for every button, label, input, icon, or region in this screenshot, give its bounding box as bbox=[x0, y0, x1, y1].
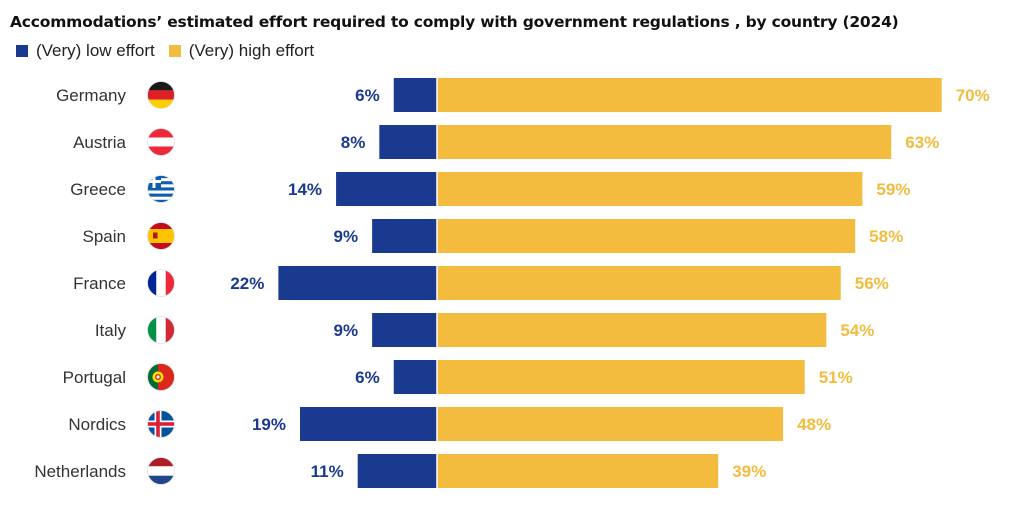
legend: (Very) low effort (Very) high effort bbox=[16, 40, 328, 62]
bar-high-france bbox=[437, 266, 841, 300]
bar-high-spain bbox=[437, 219, 856, 253]
value-label-high-spain: 58% bbox=[869, 227, 903, 246]
germany-flag-icon bbox=[147, 81, 175, 109]
bar-low-france bbox=[278, 266, 437, 300]
bar-low-austria bbox=[379, 125, 437, 159]
value-label-low-nordics: 19% bbox=[252, 415, 286, 434]
bar-low-greece bbox=[336, 172, 437, 206]
bar-low-nordics bbox=[300, 407, 437, 441]
italy-flag-icon bbox=[147, 316, 175, 344]
bar-low-portugal bbox=[393, 360, 437, 394]
category-label-greece: Greece bbox=[70, 180, 126, 199]
portugal-flag-icon bbox=[147, 363, 175, 391]
france-flag-icon bbox=[147, 269, 175, 297]
bar-low-spain bbox=[372, 219, 437, 253]
value-label-low-italy: 9% bbox=[334, 321, 359, 340]
category-label-italy: Italy bbox=[95, 321, 127, 340]
austria-flag-icon bbox=[147, 128, 175, 156]
bar-high-austria bbox=[437, 125, 892, 159]
value-label-high-france: 56% bbox=[855, 274, 889, 293]
value-label-low-netherlands: 11% bbox=[311, 462, 344, 481]
value-label-low-austria: 8% bbox=[341, 133, 366, 152]
category-label-germany: Germany bbox=[56, 86, 126, 105]
bar-high-nordics bbox=[437, 407, 784, 441]
category-label-france: France bbox=[73, 274, 126, 293]
bar-high-netherlands bbox=[437, 454, 719, 488]
bar-high-portugal bbox=[437, 360, 805, 394]
legend-item-high: (Very) high effort bbox=[168, 41, 315, 61]
value-label-low-france: 22% bbox=[230, 274, 264, 293]
legend-swatch-low bbox=[16, 45, 28, 57]
bar-low-netherlands bbox=[357, 454, 437, 488]
legend-swatch-high bbox=[168, 45, 181, 57]
spain-flag-icon bbox=[147, 222, 175, 250]
chart-title: Accommodations’ estimated effort require… bbox=[10, 13, 899, 31]
bar-high-italy bbox=[437, 313, 827, 347]
greece-flag-icon bbox=[147, 175, 175, 203]
category-label-netherlands: Netherlands bbox=[34, 462, 126, 481]
value-label-high-italy: 54% bbox=[840, 321, 874, 340]
value-label-low-spain: 9% bbox=[334, 227, 359, 246]
bar-low-germany bbox=[393, 78, 437, 112]
value-label-high-germany: 70% bbox=[956, 86, 990, 105]
value-label-high-greece: 59% bbox=[876, 180, 910, 199]
bar-high-germany bbox=[437, 78, 942, 112]
value-label-high-nordics: 48% bbox=[797, 415, 831, 434]
category-label-portugal: Portugal bbox=[63, 368, 126, 387]
value-label-high-netherlands: 39% bbox=[732, 462, 766, 481]
bar-high-greece bbox=[437, 172, 863, 206]
value-label-high-austria: 63% bbox=[905, 133, 939, 152]
value-label-low-portugal: 6% bbox=[355, 368, 380, 387]
category-label-spain: Spain bbox=[83, 227, 126, 246]
bar-low-italy bbox=[372, 313, 437, 347]
netherlands-flag-icon bbox=[147, 457, 175, 485]
value-label-low-greece: 14% bbox=[288, 180, 322, 199]
legend-item-low: (Very) low effort bbox=[16, 41, 155, 61]
value-label-low-germany: 6% bbox=[355, 86, 380, 105]
value-label-high-portugal: 51% bbox=[819, 368, 853, 387]
legend-label-low: (Very) low effort bbox=[36, 41, 155, 60]
nordics-flag-icon bbox=[147, 410, 175, 438]
category-label-nordics: Nordics bbox=[68, 415, 126, 434]
category-label-austria: Austria bbox=[73, 133, 126, 152]
legend-label-high: (Very) high effort bbox=[188, 41, 315, 60]
